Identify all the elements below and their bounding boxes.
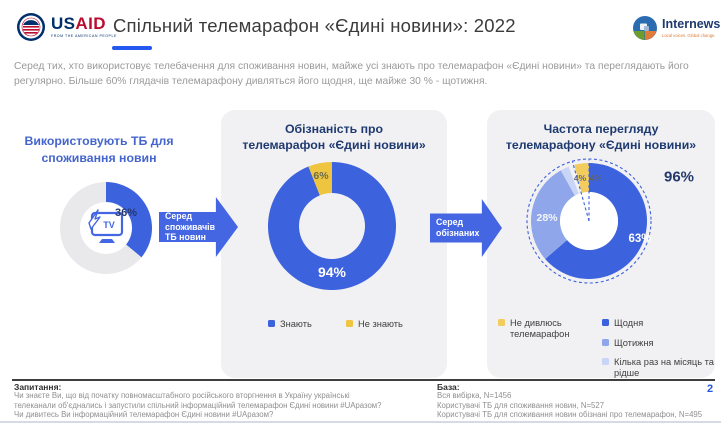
page-title: Спільний телемарафон «Єдині новини»: 202…: [113, 15, 516, 36]
chart3-daily-label: 63%: [628, 233, 652, 245]
chart2-title: Обізнаність про телемарафон «Єдині новин…: [242, 122, 426, 152]
internews-name: Internews: [662, 17, 721, 32]
questions-title: Запитання:: [14, 382, 62, 392]
chart2-donut: [268, 162, 396, 290]
legend-monthly-swatch: [602, 358, 609, 365]
chart3-title: Частота перегляду телемарафону «Єдині но…: [505, 122, 697, 152]
tv-icon: TV: [88, 209, 124, 243]
legend-daily: Щодня: [602, 318, 643, 329]
svg-text:TV: TV: [103, 220, 115, 230]
usaid-aid-text: AID: [75, 14, 106, 34]
usaid-emblem-icon: [16, 12, 46, 42]
chart1-donut: [59, 182, 152, 274]
legend-nowatch-label: Не дивлюсь телемарафон: [510, 318, 570, 339]
chart2-noaware-label: 6%: [313, 170, 329, 182]
legend-notknow: Не знають: [346, 319, 403, 330]
awareness-panel: [221, 110, 447, 378]
legend-daily-swatch: [602, 319, 609, 326]
legend-daily-label: Щодня: [614, 318, 644, 328]
arrow1-label: Серед споживачів ТБ новин: [165, 211, 216, 243]
legend-know-label: Знають: [280, 319, 312, 329]
chart2-aware-label: 94%: [317, 264, 347, 280]
legend-know: Знають: [268, 319, 312, 330]
legend-monthly: Кілька раз на місяць та рідше: [602, 357, 718, 378]
internews-tagline: Local voices. Global change.: [662, 32, 716, 38]
legend-know-swatch: [268, 320, 275, 327]
legend-nowatch-swatch: [498, 319, 505, 326]
chart3-weekly-label: 28%: [536, 212, 558, 224]
legend-weekly-label: Щотижня: [614, 338, 654, 348]
legend-notknow-swatch: [346, 320, 353, 327]
internews-globe-icon: [632, 15, 658, 41]
footer-divider: [12, 379, 715, 381]
intro-text: Серед тих, хто використовує телебачення …: [14, 61, 689, 87]
chart3-monthly-label: 4%: [573, 173, 587, 183]
arrow2-label: Серед обізнаних: [436, 217, 480, 238]
legend-nowatch: Не дивлюсь телемарафон: [498, 318, 569, 339]
base-title: База:: [437, 382, 460, 392]
legend-weekly: Щотижня: [602, 338, 654, 349]
legend-weekly-swatch: [602, 339, 609, 346]
usaid-us-text: US: [51, 14, 76, 34]
usaid-tagline: FROM THE AMERICAN PEOPLE: [51, 34, 117, 39]
questions-text: Чи знаєте Ви, що від початку повномасшта…: [14, 391, 382, 419]
title-underline: [112, 46, 152, 50]
usaid-wordmark: USAID FROM THE AMERICAN PEOPLE: [51, 15, 117, 39]
base-text: Вся вибірка, N=1456 Користувачі ТБ для с…: [437, 391, 703, 419]
chart1-title: Використовують ТБ для споживання новин: [24, 134, 174, 165]
chart1-value-label: 36%: [114, 207, 138, 219]
legend-notknow-label: Не знають: [358, 319, 403, 329]
chart3-donut: [526, 158, 652, 284]
internews-logo: Internews Local voices. Global change.: [632, 15, 720, 41]
chart3-nowatch-label: 4%: [589, 173, 603, 183]
usaid-logo: USAID FROM THE AMERICAN PEOPLE: [16, 12, 117, 42]
chart3-total-watchers-annotation: 96%: [663, 168, 695, 186]
page-number: 2: [707, 383, 714, 395]
bottom-border: [0, 421, 721, 423]
legend-monthly-label: Кілька раз на місяць та рідше: [614, 357, 714, 378]
